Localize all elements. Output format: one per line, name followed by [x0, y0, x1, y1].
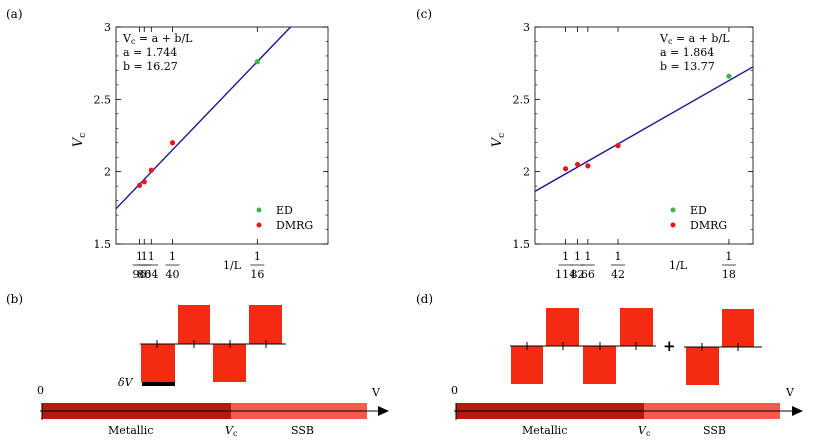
x-tick-numerator: 1 [574, 250, 581, 263]
data-point-ed [726, 73, 732, 79]
bar-up [722, 309, 754, 347]
ssb-label: SSB [703, 424, 726, 437]
bar-down [213, 344, 246, 382]
bar-up [249, 305, 282, 344]
panel-label-a: (a) [6, 7, 23, 21]
x-tick-denominator: 66 [581, 268, 595, 281]
legend: ED DMRG [670, 204, 727, 232]
panel-label-b: (b) [6, 292, 23, 306]
axis-label-v: V [785, 386, 795, 399]
x-tick-numerator: 1 [141, 250, 148, 263]
metallic-label: Metallic [108, 424, 153, 437]
plot-frame [115, 26, 329, 245]
panel-label-c: (c) [416, 7, 432, 21]
x-tick-numerator: 1 [725, 250, 732, 263]
legend-marker-dmrg [670, 222, 676, 228]
data-point-dmrg [615, 143, 621, 149]
diagram-d: + 0 V Metallic Vc SSB [451, 308, 803, 438]
x-tick-numerator: 1 [254, 250, 261, 263]
data-point-dmrg [141, 179, 147, 185]
x-tick-denominator: 114 [555, 268, 576, 281]
bar-down [511, 346, 543, 384]
bar-up [620, 308, 653, 346]
x-tick-numerator: 1 [562, 250, 569, 263]
fit-formula: Vc = a + b/L [659, 32, 730, 46]
data-point-dmrg [136, 182, 143, 189]
x-tick-numerator: 1 [169, 250, 176, 263]
legend: ED DMRG [256, 204, 313, 232]
x-tick-denominator: 42 [611, 268, 625, 281]
y-axis-label: Vc [71, 133, 88, 147]
metallic-label: Metallic [522, 424, 567, 437]
y-tick-label: 2 [104, 166, 111, 179]
arrow-head [792, 406, 803, 416]
data-point-dmrg [148, 167, 154, 173]
bar-up [178, 305, 210, 344]
fit-a: a = 1.744 [123, 46, 177, 59]
ssb-label: SSB [291, 424, 314, 437]
x-tick-denominator: 96 [133, 268, 147, 281]
x-tick-numerator: 1 [615, 250, 622, 263]
legend-marker-ed [256, 207, 262, 213]
legend-label-dmrg: DMRG [690, 219, 727, 232]
y-tick-label: 1.5 [94, 238, 112, 251]
y-axis-label: Vc [490, 133, 507, 147]
y-tick-label: 2.5 [513, 93, 531, 106]
data-point-dmrg [585, 163, 591, 169]
x-tick-numerator: 1 [136, 250, 143, 263]
origin-label: 0 [451, 384, 458, 397]
arrow-head [378, 406, 389, 416]
legend-label-ed: ED [690, 204, 707, 217]
vc-label: Vc [225, 424, 238, 438]
data-point-dmrg [169, 140, 176, 146]
x-tick-numerator: 1 [148, 250, 155, 263]
data-point-ed [254, 59, 260, 65]
x-tick-denominator: 40 [166, 268, 180, 281]
legend-label-dmrg: DMRG [276, 219, 313, 232]
lattice-ticks [701, 343, 739, 351]
legend-marker-dmrg [256, 222, 262, 228]
bar-up [546, 308, 579, 346]
axis-label-v: V [371, 386, 381, 399]
bar-down [141, 344, 175, 382]
y-tick-label: 2.5 [94, 93, 112, 106]
x-axis-label: 1/L [223, 259, 242, 272]
data-point-dmrg [562, 166, 569, 172]
panel-label-d: (d) [416, 292, 433, 306]
diagram-b: δV 0 V Metallic Vc SSB [37, 305, 389, 438]
lattice-ticks [526, 342, 637, 350]
lattice-ticks [156, 340, 267, 348]
fit-b: b = 16.27 [123, 60, 178, 73]
fit-b: b = 13.77 [660, 60, 715, 73]
plus-sign: + [663, 337, 676, 355]
x-tick-denominator: 80 [137, 268, 151, 281]
bar-down [583, 346, 616, 384]
plot-frame [534, 26, 754, 245]
y-tick-label: 1.5 [513, 238, 531, 251]
x-tick-denominator: 64 [144, 268, 158, 281]
fit-formula: Vc = a + b/L [122, 32, 193, 46]
y-tick-label: 3 [523, 21, 530, 34]
data-point-dmrg [574, 161, 581, 168]
fit-line [535, 66, 753, 192]
bar-down [686, 347, 719, 385]
x-tick-numerator: 1 [584, 250, 591, 263]
y-tick-label: 3 [104, 21, 111, 34]
x-axis-label: 1/L [669, 259, 688, 272]
vc-label: Vc [638, 424, 651, 438]
x-tick-denominator: 82 [571, 268, 585, 281]
x-tick-denominator: 16 [250, 268, 264, 281]
legend-label-ed: ED [276, 204, 293, 217]
origin-label: 0 [37, 384, 44, 397]
x-tick-denominator: 18 [722, 268, 736, 281]
delta-v-label: δV [118, 376, 134, 389]
y-tick-label: 2 [523, 166, 530, 179]
fit-a: a = 1.864 [660, 46, 714, 59]
legend-marker-ed [670, 207, 676, 213]
